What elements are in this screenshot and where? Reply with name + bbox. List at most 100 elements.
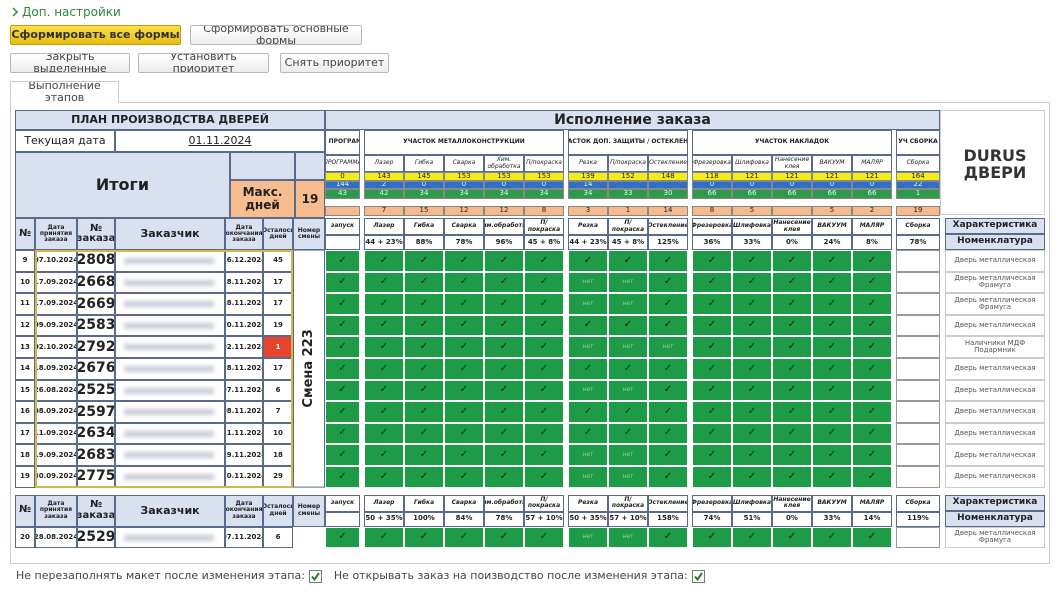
stage-label: П/покраска (608, 218, 648, 235)
stage-status: ✓ (524, 466, 564, 488)
stage-label: Сварка (444, 218, 484, 235)
column-header: № заказа (77, 218, 115, 250)
spreadsheet: ПЛАН ПРОИЗВОДСТВА ДВЕРЕЙ Текущая дата 01.1… (15, 110, 1045, 549)
stage-count: 15 (404, 206, 444, 216)
button[interactable]: Установить приоритет (138, 53, 269, 73)
stage-status: ✓ (732, 250, 772, 272)
stage-count: 0 (524, 181, 564, 189)
stage-label: ВАКУУМ (812, 218, 852, 235)
nomenclature: Дверь металлическая Фрамуга (945, 271, 1045, 294)
stage-status: ✓ (732, 466, 772, 488)
date-label: Текущая дата (15, 130, 115, 152)
button[interactable]: Снять приоритет (280, 53, 389, 73)
nomenclature: Дверь металлическая (945, 466, 1045, 488)
nomenclature: Наличники МДФ Подармник (945, 336, 1045, 358)
column-header: Дата принятия заказа (35, 494, 77, 527)
stage-label: Хим.обработка (484, 494, 524, 512)
stage-label: запуск (325, 494, 360, 512)
stage-status: ✓ (444, 401, 484, 423)
section-title: УЧ СБОРКА (896, 130, 940, 155)
stage-status: ✓ (692, 526, 732, 549)
stage-status: ✓ (484, 526, 524, 549)
stage-status: ✓ (524, 444, 564, 466)
stage-status: ✓ (404, 271, 444, 294)
stage-status: ✓ (444, 466, 484, 488)
stage-status: ✓ (812, 401, 852, 423)
stage-count: 43 (325, 189, 360, 199)
stage-status: ✓ (692, 422, 732, 445)
row-number: 12 (15, 314, 35, 337)
stage-status: ✓ (524, 293, 564, 315)
selection-frame (35, 250, 293, 488)
row-number: 9 (15, 250, 35, 272)
stage-status: ✓ (772, 466, 812, 488)
stage-percent (325, 511, 360, 527)
checkbox[interactable] (308, 569, 322, 583)
stage-status: ✓ (692, 444, 732, 466)
stage-status: ✓ (812, 314, 852, 337)
stage-status: нет (608, 444, 648, 466)
settings-link[interactable]: Доп. настройки (22, 4, 121, 19)
stage-count: 34 (568, 189, 608, 199)
stage-label: Резка (568, 218, 608, 235)
stage-status: ✓ (444, 444, 484, 466)
stage-status: ✓ (364, 250, 404, 272)
column-header: Дата окончания заказа (225, 218, 263, 250)
order-number: 2668 (77, 271, 115, 294)
stage-status: ✓ (852, 401, 892, 423)
section-title: УЧАСТОК НАКЛАДОК (692, 130, 892, 155)
stage-status: ✓ (852, 422, 892, 445)
stage-percent: 125% (648, 235, 688, 250)
blurred-text (124, 452, 214, 459)
blurred-text (124, 322, 214, 329)
stage-status: ✓ (648, 358, 688, 380)
stage-status: ✓ (325, 422, 360, 445)
column-header: Номер смены (293, 218, 325, 250)
customer (115, 358, 225, 380)
customer (115, 422, 225, 445)
stage-status: ✓ (772, 401, 812, 423)
stage-percent: 44 + 23% (364, 235, 404, 250)
button[interactable]: Сформировать основные формы (190, 25, 362, 45)
stage-label: Нанесение клея (772, 218, 812, 235)
stage-label: П/покраска (524, 218, 564, 235)
stage-label: Фрезеровка (692, 218, 732, 235)
stage-count: 66 (852, 189, 892, 199)
blurred-text (124, 409, 214, 416)
nomenclature: Дверь металлическая (945, 314, 1045, 337)
stage-status (896, 314, 940, 337)
stage-status: ✓ (484, 250, 524, 272)
blank-cell (230, 152, 295, 180)
stage-status: ✓ (812, 271, 852, 294)
stage-count: 121 (732, 172, 772, 181)
stage-label: П/покраска (524, 494, 564, 512)
stage-status: ✓ (325, 466, 360, 488)
stage-status: ✓ (364, 422, 404, 445)
stage-status: ✓ (852, 293, 892, 315)
stage-status: ✓ (732, 314, 772, 337)
stage-status: ✓ (692, 314, 732, 337)
stage-name: ВАКУУМ (812, 155, 852, 172)
stage-status: ✓ (364, 526, 404, 549)
stage-status: ✓ (608, 250, 648, 272)
stage-status: нет (608, 526, 648, 549)
stage-count: 33 (608, 189, 648, 199)
stage-status: ✓ (484, 271, 524, 294)
tab[interactable]: Выполнение этапов (10, 81, 119, 103)
checkbox[interactable] (691, 569, 705, 583)
button[interactable]: Закрыть выделенные (10, 53, 130, 73)
stage-status: ✓ (404, 293, 444, 315)
stage-name: Резка (568, 155, 608, 172)
column-header: № (15, 494, 35, 527)
stage-name: ПРОГРАММА (325, 155, 360, 172)
stage-status: нет (608, 293, 648, 315)
stage-status: ✓ (852, 466, 892, 488)
stage-status: ✓ (648, 422, 688, 445)
stage-status: ✓ (608, 401, 648, 423)
stage-count (772, 206, 812, 216)
stage-count: 30 (648, 189, 688, 199)
button[interactable]: Сформировать все формы (10, 25, 181, 45)
blank-cell (295, 152, 325, 180)
execution-title: Исполнение заказа (325, 110, 940, 130)
stage-label: МАЛЯР (852, 218, 892, 235)
